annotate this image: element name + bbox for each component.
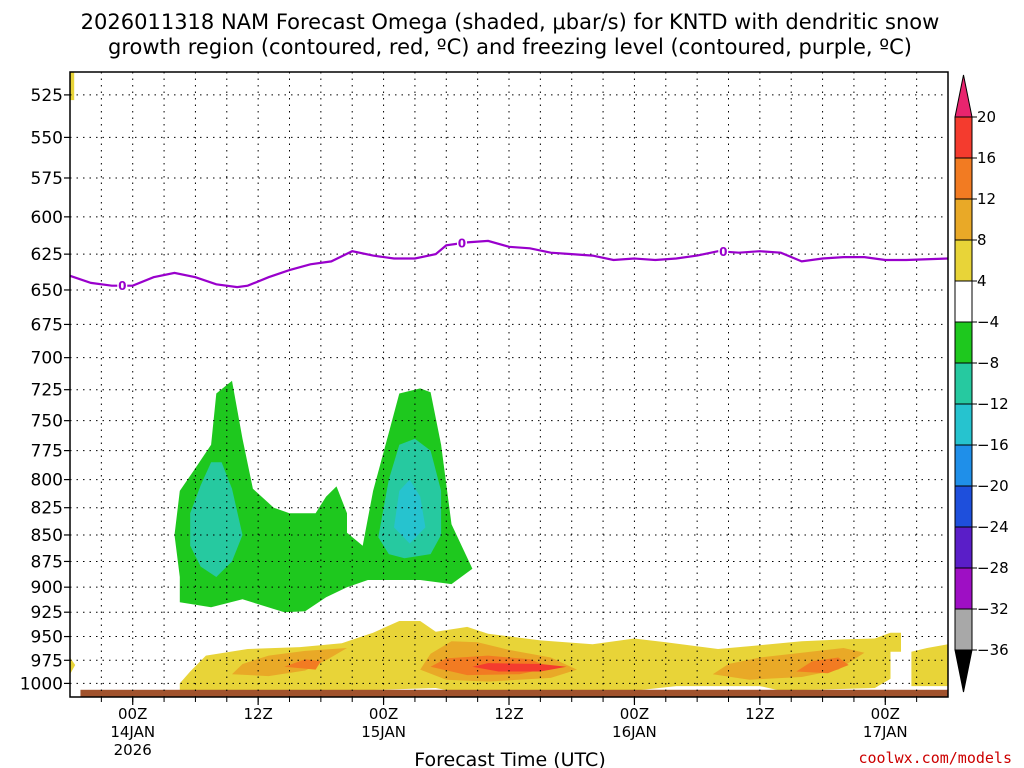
y-tick-label: 975	[31, 651, 63, 671]
colorbar: 20 16 12 8 4 −4 −8 −12 −16 −20 −24 −28 −32 −36	[954, 74, 1009, 693]
y-tick-label: 900	[31, 578, 63, 598]
x-tick-label: 00Z	[620, 705, 649, 723]
colorbar-segment	[954, 280, 973, 323]
x-tick-date: 16JAN	[612, 723, 657, 741]
chart-title-line-1: 2026011318 NAM Forecast Omega (shaded, μ…	[81, 10, 940, 34]
colorbar-segment	[954, 116, 973, 159]
x-tick-label: 00Z	[369, 705, 398, 723]
y-tick-label: 775	[31, 442, 63, 462]
y-tick-label: 950	[31, 628, 63, 648]
y-tick-label: 675	[31, 315, 63, 335]
y-tick-label: 575	[31, 169, 63, 189]
plot-area: 0 0 0	[69, 71, 949, 698]
x-tick-label: 00Z	[118, 705, 147, 723]
colorbar-top-arrow	[954, 74, 973, 118]
x-tick-date: 17JAN	[863, 723, 908, 741]
omega-region-descent-4-east	[911, 644, 948, 687]
colorbar-segment	[954, 157, 973, 200]
x-tick-date: 14JAN	[110, 723, 155, 741]
colorbar-label: 8	[977, 231, 987, 249]
y-tick-label: 850	[31, 526, 63, 546]
y-tick-label: 725	[31, 381, 63, 401]
colorbar-label: −16	[977, 436, 1009, 454]
colorbar-label: −4	[977, 313, 999, 331]
colorbar-segment	[954, 608, 973, 651]
y-tick-label: 700	[31, 349, 63, 369]
freezing-label-bg	[117, 278, 128, 293]
x-tick-label: 00Z	[871, 705, 900, 723]
y-tick-label: 525	[31, 86, 63, 106]
colorbar-segment	[954, 526, 973, 569]
omega-region-descent-16	[472, 663, 567, 672]
omega-region-descent-8-a	[232, 648, 347, 677]
colorbar-segment	[954, 485, 973, 528]
grid-lines	[70, 72, 948, 697]
colorbar-segment	[954, 403, 973, 446]
y-tick-label: 1000	[20, 674, 63, 694]
freezing-level-label: 0	[719, 245, 727, 259]
colorbar-segment	[954, 567, 973, 610]
colorbar-label: 12	[977, 190, 996, 208]
colorbar-label: −32	[977, 600, 1009, 618]
y-tick-label: 925	[31, 603, 63, 623]
colorbar-bottom-arrow	[954, 649, 973, 693]
colorbar-label: −28	[977, 559, 1009, 577]
y-tick-label: 625	[31, 245, 63, 265]
colorbar-segment	[954, 444, 973, 487]
colorbar-segment	[954, 198, 973, 241]
credit-text: coolwx.com/models	[858, 749, 1012, 767]
y-tick-label: 875	[31, 552, 63, 572]
x-axis-label: Forecast Time (UTC)	[414, 749, 605, 768]
omega-region-descent-4-top	[70, 72, 75, 101]
omega-region-ascent-minus-8-a	[190, 462, 243, 577]
freezing-level-label: 0	[118, 279, 126, 293]
colorbar-label: −8	[977, 354, 999, 372]
x-tick-label: 12Z	[243, 705, 272, 723]
freezing-label-bg	[718, 244, 729, 259]
y-tick-label: 650	[31, 281, 63, 301]
colorbar-segment	[954, 239, 973, 282]
chart-title-line-2: growth region (contoured, red, ºC) and f…	[108, 35, 912, 59]
x-tick-date: 15JAN	[361, 723, 406, 741]
colorbar-label: −36	[977, 641, 1009, 659]
x-tick-year: 2026	[114, 741, 152, 759]
freezing-label-bg	[456, 236, 467, 251]
omega-region-ascent-minus-12	[394, 479, 426, 544]
colorbar-segment	[954, 362, 973, 405]
y-tick-label: 600	[31, 208, 63, 228]
y-tick-label: 750	[31, 412, 63, 432]
x-tick-label: 12Z	[494, 705, 523, 723]
x-tick-label: 12Z	[745, 705, 774, 723]
colorbar-label: −20	[977, 477, 1009, 495]
y-tick-label: 550	[31, 128, 63, 148]
freezing-level-label: 0	[458, 237, 466, 251]
y-tick-label: 800	[31, 471, 63, 491]
freezing-level-line	[69, 239, 949, 289]
omega-region-descent-4-west	[70, 657, 76, 675]
ground-surface	[80, 689, 948, 697]
colorbar-label: −12	[977, 395, 1009, 413]
colorbar-label: −24	[977, 518, 1009, 536]
colorbar-label: 4	[977, 272, 987, 290]
pressure-axis: 525 550 575 600 625 650 675 700 725 750 775 800 825 8…	[20, 86, 70, 694]
y-tick-label: 825	[31, 499, 63, 519]
colorbar-label: 20	[977, 108, 996, 126]
omega-region-descent-12-c	[796, 657, 849, 674]
colorbar-label: 16	[977, 149, 996, 167]
colorbar-segment	[954, 321, 973, 364]
omega-region-descent-12-a	[284, 659, 321, 670]
